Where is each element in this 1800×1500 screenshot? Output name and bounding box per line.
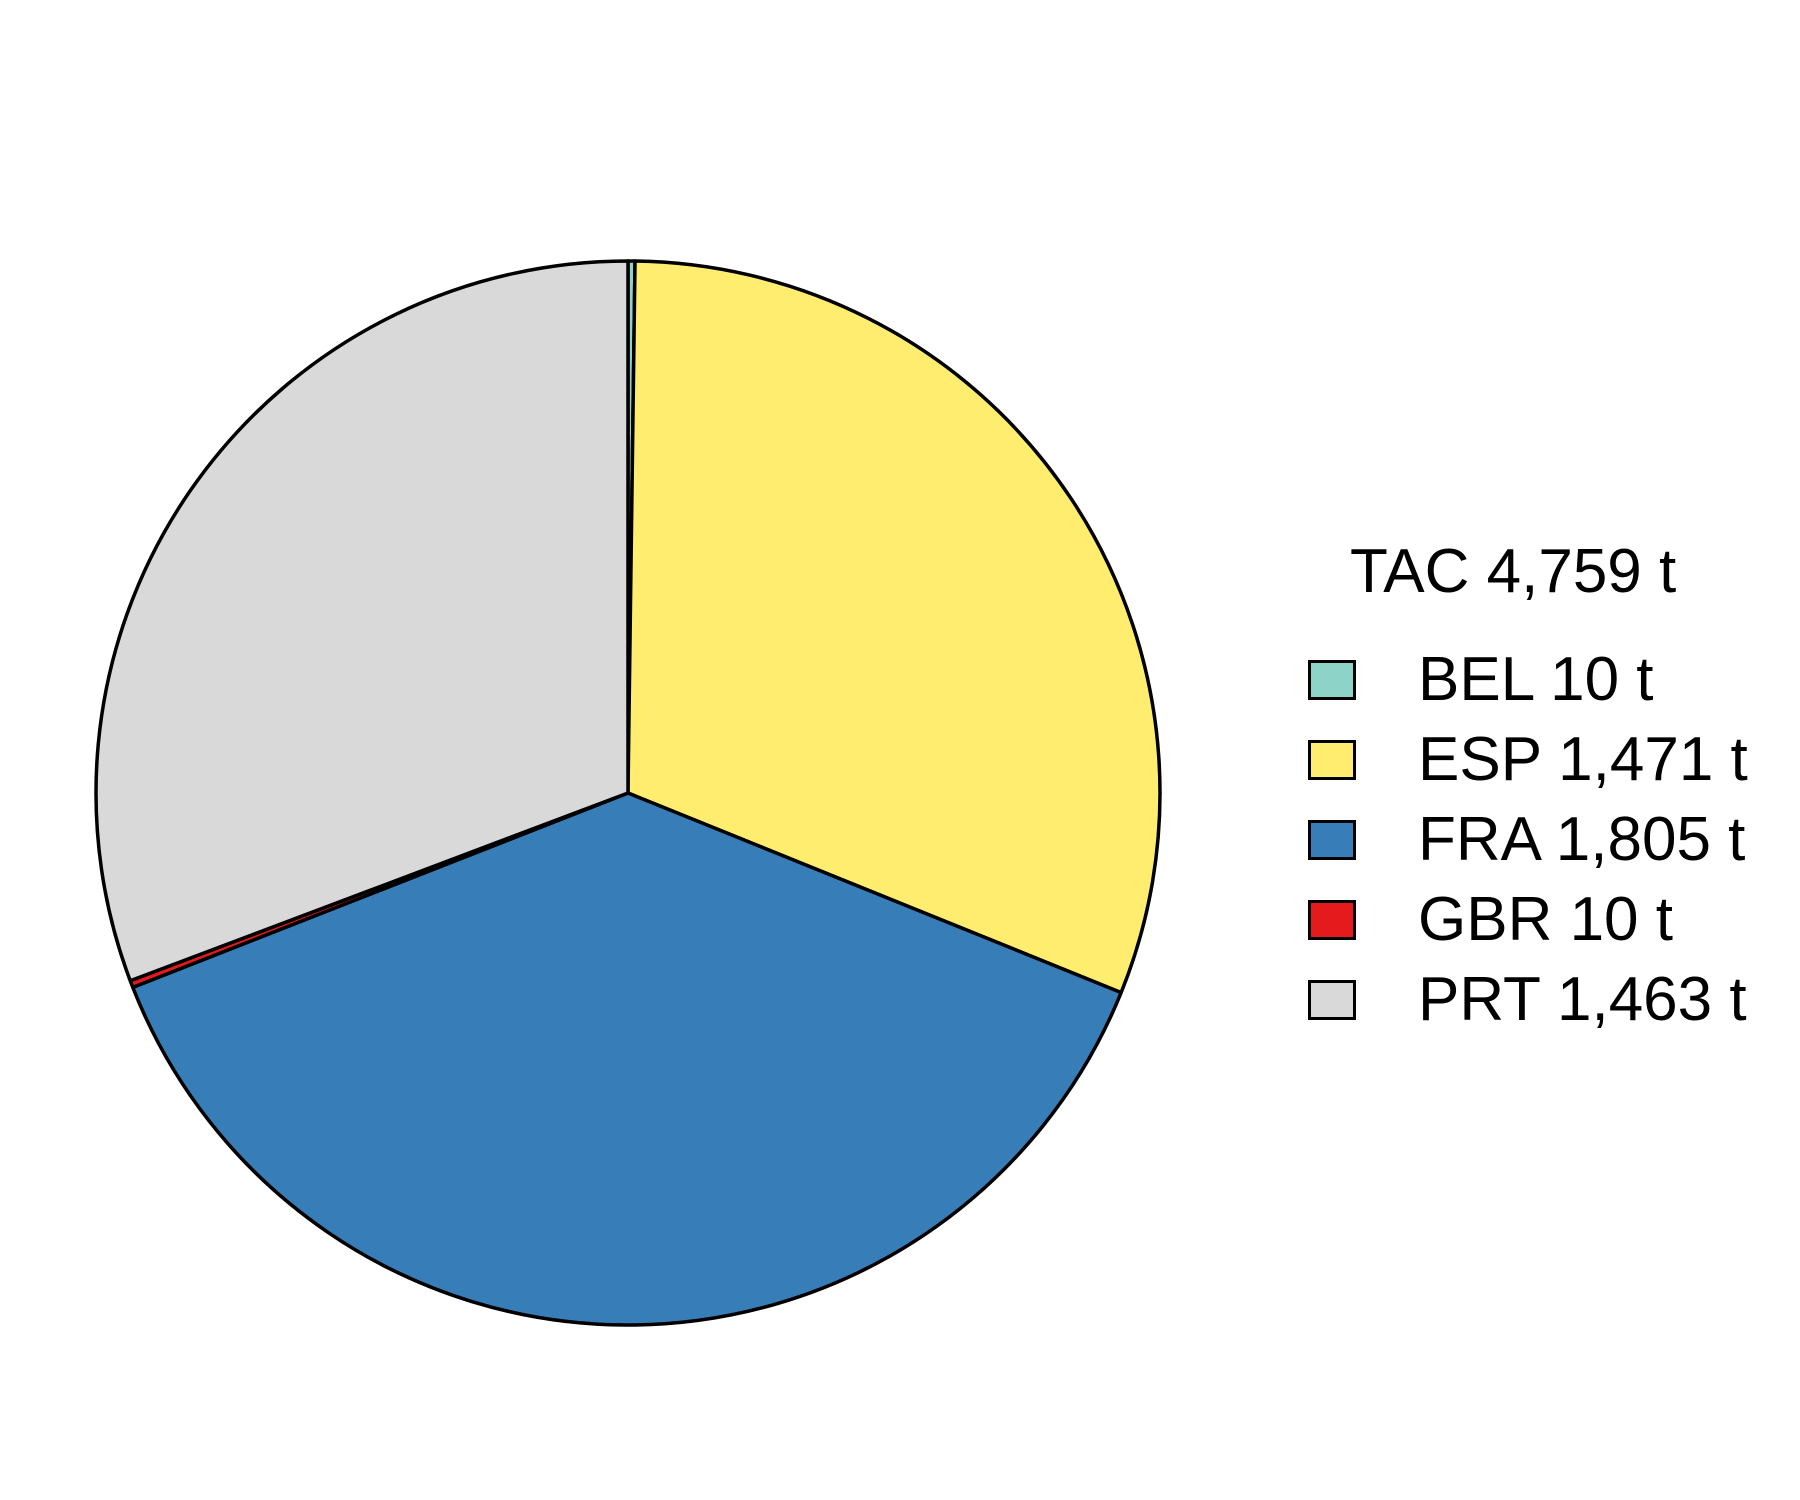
- legend-label-esp: ESP 1,471 t: [1418, 725, 1748, 794]
- pie-slice-prt: [94, 259, 630, 983]
- legend-item-esp: ESP 1,471 t: [1308, 720, 1788, 800]
- legend-swatch-prt: [1308, 980, 1356, 1020]
- legend-label-prt: PRT 1,463 t: [1418, 965, 1747, 1034]
- legend-item-gbr: GBR 10 t: [1308, 880, 1788, 960]
- legend-swatch-esp: [1308, 740, 1356, 780]
- legend-label-fra: FRA 1,805 t: [1418, 805, 1746, 874]
- legend-swatch-bel: [1308, 660, 1356, 700]
- legend-swatch-gbr: [1308, 900, 1356, 940]
- pie-slice-esp: [626, 259, 1162, 995]
- legend-swatch-fra: [1308, 820, 1356, 860]
- legend-title: TAC 4,759 t: [1350, 537, 1677, 606]
- pie-slices: [94, 259, 1162, 1327]
- legend-item-prt: PRT 1,463 t: [1308, 960, 1788, 1040]
- legend-item-fra: FRA 1,805 t: [1308, 800, 1788, 880]
- pie-slice-fra: [131, 791, 1123, 1327]
- legend-label-bel: BEL 10 t: [1418, 645, 1654, 714]
- legend-label-gbr: GBR 10 t: [1418, 885, 1673, 954]
- legend-item-bel: BEL 10 t: [1308, 640, 1788, 720]
